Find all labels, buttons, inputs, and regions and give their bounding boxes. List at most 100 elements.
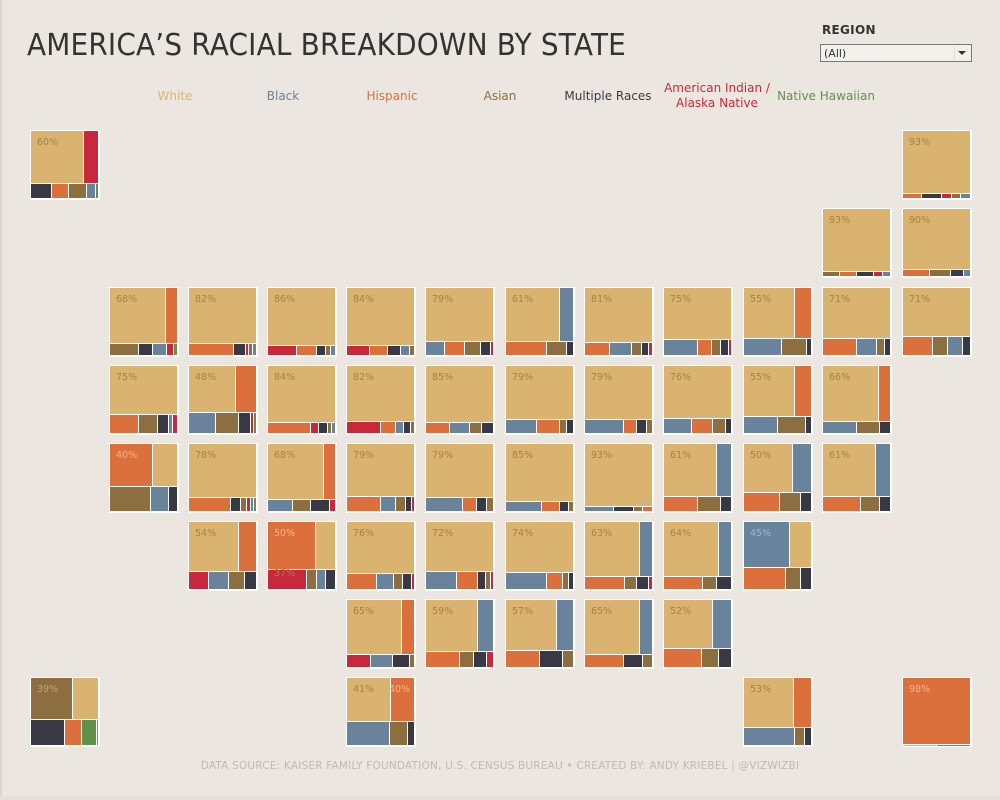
legend-item-hispanic[interactable]: Hispanic xyxy=(366,89,418,103)
treemap-cell-multiple[interactable] xyxy=(879,421,890,433)
treemap-cell-black[interactable] xyxy=(506,420,536,433)
treemap-cell-multiple[interactable] xyxy=(540,651,562,667)
treemap-cell-hispanic[interactable] xyxy=(402,600,414,655)
legend-item-white[interactable]: White xyxy=(157,89,193,103)
treemap-cell-hispanic[interactable] xyxy=(381,421,396,433)
treemap-cell-asian[interactable] xyxy=(779,493,801,511)
treemap-cell-black[interactable] xyxy=(268,499,292,511)
state-tile[interactable]: 84% xyxy=(346,287,416,357)
treemap-cell-multiple[interactable] xyxy=(805,727,811,745)
treemap-cell-asian[interactable] xyxy=(110,344,138,355)
treemap-cell-multiple[interactable] xyxy=(963,337,970,355)
treemap-cell-asian[interactable] xyxy=(702,576,717,589)
treemap-cell-white[interactable] xyxy=(664,288,731,339)
treemap-cell-nhpi[interactable] xyxy=(96,184,98,198)
state-tile[interactable]: 61% xyxy=(822,443,892,513)
state-tile[interactable]: 90% xyxy=(902,208,972,278)
treemap-cell-multiple[interactable] xyxy=(567,420,573,433)
treemap-cell-white[interactable] xyxy=(426,600,477,651)
treemap-cell-aian[interactable] xyxy=(247,497,250,511)
treemap-cell-black[interactable] xyxy=(882,271,890,276)
legend-item-asian[interactable]: Asian xyxy=(483,89,517,103)
state-tile[interactable]: 40% xyxy=(109,443,179,513)
treemap-cell-aian[interactable] xyxy=(490,341,493,355)
treemap-cell-asian[interactable] xyxy=(782,338,806,355)
treemap-cell-multiple[interactable] xyxy=(231,497,240,511)
state-tile[interactable]: 79% xyxy=(505,365,575,435)
treemap-cell-asian[interactable] xyxy=(933,337,948,355)
treemap-cell-asian[interactable] xyxy=(326,346,331,355)
state-tile[interactable]: 78% xyxy=(188,443,258,513)
treemap-cell-aian[interactable] xyxy=(251,413,254,433)
treemap-cell-black[interactable] xyxy=(744,522,789,567)
treemap-cell-white[interactable] xyxy=(73,678,98,720)
treemap-cell-white[interactable] xyxy=(426,444,493,498)
treemap-cell-multiple[interactable] xyxy=(879,497,890,511)
treemap-cell-white[interactable] xyxy=(347,678,390,721)
treemap-cell-asian[interactable] xyxy=(625,576,636,589)
treemap-cell-white[interactable] xyxy=(506,366,573,420)
treemap-cell-black[interactable] xyxy=(331,346,335,355)
treemap-cell-multiple[interactable] xyxy=(393,655,409,667)
state-tile[interactable]: 93% xyxy=(822,208,892,278)
treemap-cell-multiple[interactable] xyxy=(478,571,486,589)
treemap-cell-multiple[interactable] xyxy=(157,414,168,433)
treemap-cell-multiple[interactable] xyxy=(637,576,648,589)
treemap-cell-black[interactable] xyxy=(331,423,335,433)
treemap-cell-asian[interactable] xyxy=(139,414,157,433)
treemap-cell-hispanic[interactable] xyxy=(110,444,152,486)
state-tile[interactable]: 50% xyxy=(743,443,813,513)
treemap-cell-multiple[interactable] xyxy=(482,422,493,433)
state-tile[interactable]: 76% xyxy=(346,521,416,591)
treemap-cell-aian[interactable] xyxy=(189,572,208,589)
treemap-cell-black[interactable] xyxy=(664,418,691,433)
treemap-cell-white[interactable] xyxy=(789,522,811,567)
treemap-cell-hispanic[interactable] xyxy=(698,339,712,355)
treemap-cell-white[interactable] xyxy=(823,288,890,338)
state-tile[interactable]: 52% xyxy=(663,599,733,669)
treemap-cell-multiple[interactable] xyxy=(623,654,643,667)
treemap-cell-white[interactable] xyxy=(506,522,573,572)
treemap-cell-multiple[interactable] xyxy=(642,343,649,355)
treemap-cell-aian[interactable] xyxy=(84,131,98,184)
treemap-cell-black[interactable] xyxy=(376,574,394,589)
legend-item-nhpi[interactable]: Native Hawaiian xyxy=(777,89,875,103)
treemap-cell-white[interactable] xyxy=(585,366,652,419)
treemap-cell-black[interactable] xyxy=(168,414,173,433)
treemap-cell-white[interactable] xyxy=(585,600,639,654)
state-tile[interactable]: 82% xyxy=(346,365,416,435)
state-tile[interactable]: 68% xyxy=(267,443,337,513)
treemap-cell-asian[interactable] xyxy=(860,497,879,511)
treemap-cell-aian[interactable] xyxy=(487,651,493,667)
treemap-cell-multiple[interactable] xyxy=(481,341,490,355)
treemap-cell-asian[interactable] xyxy=(460,651,473,667)
treemap-cell-hispanic[interactable] xyxy=(585,576,624,589)
treemap-cell-hispanic[interactable] xyxy=(268,522,315,569)
state-tile[interactable]: 85% xyxy=(505,443,575,513)
treemap-cell-multiple[interactable] xyxy=(239,413,251,433)
treemap-cell-asian[interactable] xyxy=(487,498,493,511)
treemap-cell-nhpi[interactable] xyxy=(82,720,97,745)
treemap-cell-aian[interactable] xyxy=(347,655,371,667)
state-tile[interactable]: 39% xyxy=(30,677,100,747)
treemap-cell-hispanic[interactable] xyxy=(457,571,478,589)
treemap-cell-multiple[interactable] xyxy=(719,649,731,667)
treemap-cell-asian[interactable] xyxy=(633,507,643,511)
treemap-cell-asian[interactable] xyxy=(215,413,239,433)
treemap-cell-multiple[interactable] xyxy=(636,419,646,433)
treemap-cell-aian[interactable] xyxy=(874,271,882,276)
treemap-cell-black[interactable] xyxy=(506,572,546,589)
treemap-cell-hispanic[interactable] xyxy=(744,493,779,511)
treemap-cell-nhpi[interactable] xyxy=(174,344,177,355)
treemap-cell-black[interactable] xyxy=(937,744,970,746)
treemap-cell-asian[interactable] xyxy=(569,501,573,511)
treemap-cell-black[interactable] xyxy=(97,720,98,745)
treemap-cell-black[interactable] xyxy=(557,600,573,651)
state-tile[interactable]: 86% xyxy=(267,287,337,357)
treemap-cell-asian[interactable] xyxy=(643,654,652,667)
treemap-cell-white[interactable] xyxy=(347,600,402,655)
treemap-cell-multiple[interactable] xyxy=(326,569,335,589)
treemap-cell-hispanic[interactable] xyxy=(903,194,922,198)
treemap-cell-aian[interactable] xyxy=(941,194,951,198)
treemap-cell-white[interactable] xyxy=(903,209,970,270)
